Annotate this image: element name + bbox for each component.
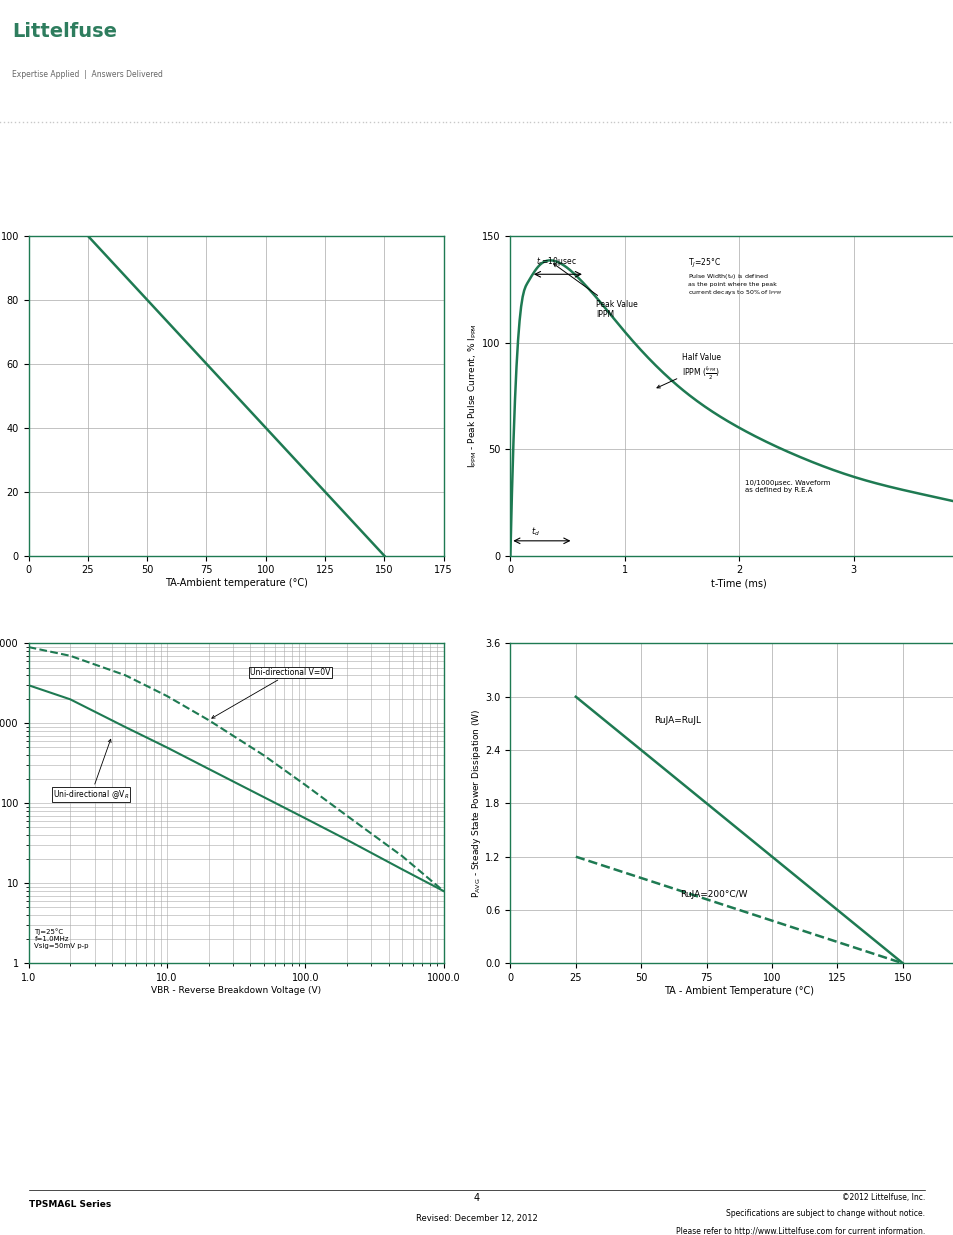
Text: Surface Mount - 600W > TPSMA6L series: Surface Mount - 600W > TPSMA6L series bbox=[205, 70, 518, 86]
Text: $t_r$=10μsec: $t_r$=10μsec bbox=[535, 254, 576, 268]
Text: T$_J$=25°C: T$_J$=25°C bbox=[687, 257, 720, 270]
X-axis label: TA-Ambient temperature (°C): TA-Ambient temperature (°C) bbox=[165, 578, 307, 588]
Text: Figure 3 - Pulse Derating Curve: Figure 3 - Pulse Derating Curve bbox=[35, 215, 219, 225]
Text: Peak Value
IPPM: Peak Value IPPM bbox=[553, 264, 638, 320]
Text: Transient Voltage Suppression Diodes: Transient Voltage Suppression Diodes bbox=[205, 22, 711, 46]
Text: Figure 6 - Steady State Power Dissipation Derating Curve: Figure 6 - Steady State Power Dissipatio… bbox=[517, 622, 856, 632]
Y-axis label: P$_{\mathregular{AVG}}$ - Steady State Power Dissipation (W): P$_{\mathregular{AVG}}$ - Steady State P… bbox=[469, 709, 482, 898]
Text: ©2012 Littelfuse, Inc.: ©2012 Littelfuse, Inc. bbox=[841, 1193, 924, 1202]
Text: Uni-directional V=0V: Uni-directional V=0V bbox=[212, 668, 331, 719]
X-axis label: VBR - Reverse Breakdown Voltage (V): VBR - Reverse Breakdown Voltage (V) bbox=[151, 986, 321, 995]
Text: Half Value
IPPM ($\frac{I_{PPM}}{2}$): Half Value IPPM ($\frac{I_{PPM}}{2}$) bbox=[657, 353, 720, 388]
Text: (TA=25°C unless otherwise noted) (Continued): (TA=25°C unless otherwise noted) (Contin… bbox=[337, 167, 570, 177]
Text: Uni-directional @V$_R$: Uni-directional @V$_R$ bbox=[53, 740, 129, 802]
Text: Specifications are subject to change without notice.: Specifications are subject to change wit… bbox=[725, 1209, 924, 1218]
Text: Pulse Width(t$_d$) is defined
as the point where the peak
current decays to 50% : Pulse Width(t$_d$) is defined as the poi… bbox=[687, 272, 781, 298]
X-axis label: TA - Ambient Temperature (°C): TA - Ambient Temperature (°C) bbox=[663, 986, 814, 995]
Text: Expertise Applied  |  Answers Delivered: Expertise Applied | Answers Delivered bbox=[12, 70, 163, 79]
Text: Revised: December 12, 2012: Revised: December 12, 2012 bbox=[416, 1214, 537, 1223]
Text: RuJA=RuJL: RuJA=RuJL bbox=[654, 716, 700, 725]
Text: RuJA=200°C/W: RuJA=200°C/W bbox=[679, 889, 747, 899]
Text: Ratings and Characteristic Curves: Ratings and Characteristic Curves bbox=[37, 165, 264, 178]
Text: 10/1000μsec. Waveform
as defined by R.E.A: 10/1000μsec. Waveform as defined by R.E.… bbox=[744, 479, 829, 493]
Text: Figure 4 - Pulse Waveform: Figure 4 - Pulse Waveform bbox=[517, 215, 673, 225]
Text: $t_d$: $t_d$ bbox=[531, 525, 539, 538]
X-axis label: t-Time (ms): t-Time (ms) bbox=[711, 578, 766, 588]
FancyBboxPatch shape bbox=[8, 7, 193, 94]
Text: Littelfuse: Littelfuse bbox=[12, 22, 117, 41]
Text: 4: 4 bbox=[474, 1193, 479, 1203]
Y-axis label: I$_{\mathregular{PPM}}$ - Peak Pulse Current, % I$_{\mathregular{PPM}}$: I$_{\mathregular{PPM}}$ - Peak Pulse Cur… bbox=[466, 324, 479, 468]
Text: TPSMA6L Series: TPSMA6L Series bbox=[29, 1200, 111, 1209]
Text: Figure 5 - Typical Junction Capacitance: Figure 5 - Typical Junction Capacitance bbox=[35, 622, 263, 632]
Text: Please refer to http://www.Littelfuse.com for current information.: Please refer to http://www.Littelfuse.co… bbox=[676, 1226, 924, 1235]
Text: Tj=25°C
f=1.0MHz
Vsig=50mV p-p: Tj=25°C f=1.0MHz Vsig=50mV p-p bbox=[34, 929, 89, 950]
